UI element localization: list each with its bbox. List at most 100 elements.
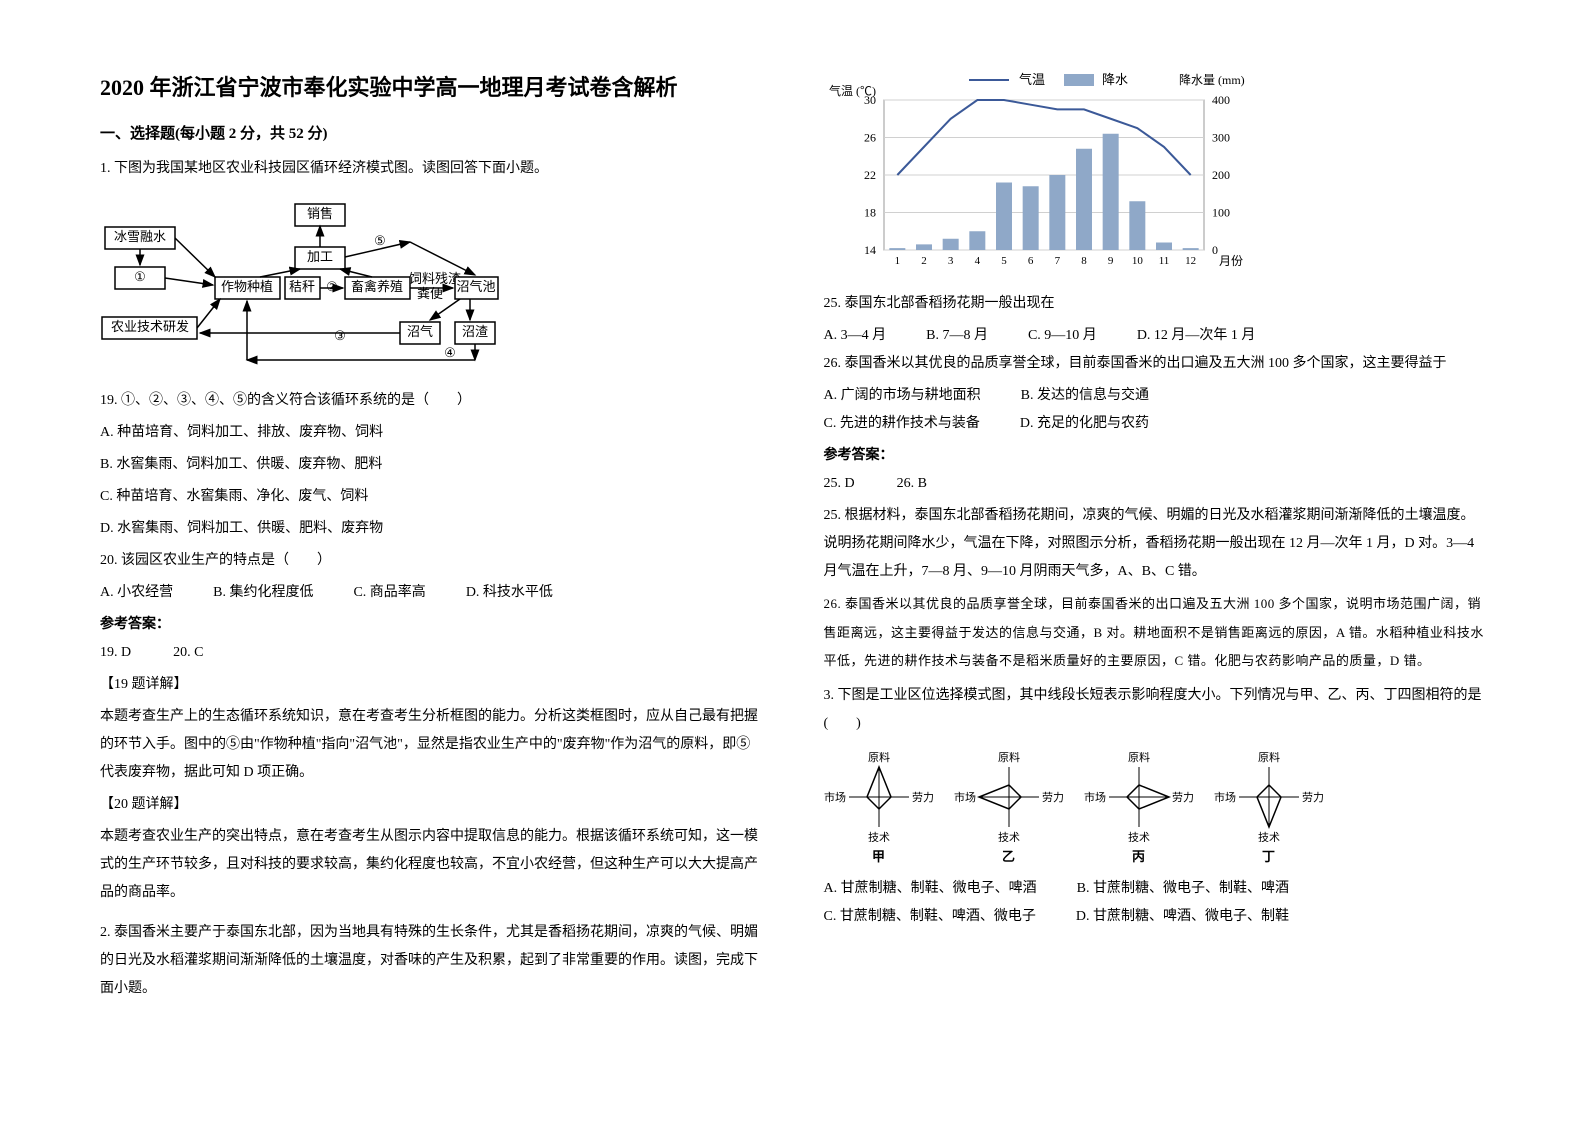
svg-text:降水量 (mm): 降水量 (mm) xyxy=(1179,73,1245,87)
q3-a: A. 甘蔗制糖、制鞋、微电子、啤酒 xyxy=(824,875,1037,903)
svg-text:月份: 月份 xyxy=(1219,254,1243,268)
svg-text:②: ② xyxy=(326,279,338,294)
q26-options-1: A. 广阔的市场与耕地面积 B. 发达的信息与交通 xyxy=(824,382,1488,410)
q25-c: C. 9—10 月 xyxy=(1028,322,1097,350)
svg-text:劳力: 劳力 xyxy=(1172,791,1194,804)
flow-diagram: 销售 ⑤ 加工 冰雪融水 ① 农业技术研发 作物种植 秸秆 ② 畜禽养殖 饲料残… xyxy=(100,202,500,372)
q19-b: B. 水窖集雨、饲料加工、供暖、废弃物、肥料 xyxy=(100,451,764,479)
q3-options-1: A. 甘蔗制糖、制鞋、微电子、啤酒 B. 甘蔗制糖、微电子、制鞋、啤酒 xyxy=(824,875,1488,903)
svg-text:100: 100 xyxy=(1212,206,1230,220)
svg-text:饲料残渣: 饲料残渣 xyxy=(409,271,461,286)
exp20-text: 本题考查农业生产的突出特点，意在考查考生从图示内容中提取信息的能力。根据该循环系… xyxy=(100,823,764,907)
svg-text:气温: 气温 xyxy=(1019,72,1045,87)
ans-label-2: 参考答案： xyxy=(824,444,1488,464)
q25-b: B. 7—8 月 xyxy=(926,322,988,350)
svg-text:秸秆: 秸秆 xyxy=(289,279,315,294)
svg-text:3: 3 xyxy=(947,255,953,267)
svg-text:12: 12 xyxy=(1185,255,1196,267)
svg-text:14: 14 xyxy=(864,243,876,257)
q3-options-2: C. 甘蔗制糖、制鞋、啤酒、微电子 D. 甘蔗制糖、啤酒、微电子、制鞋 xyxy=(824,903,1488,931)
svg-text:原料: 原料 xyxy=(1128,752,1150,764)
svg-text:③: ③ xyxy=(334,328,346,343)
svg-text:26: 26 xyxy=(864,131,876,145)
svg-text:技术: 技术 xyxy=(1128,831,1150,842)
radar-jia: 原料劳力技术市场 甲 xyxy=(824,752,934,865)
svg-text:市场: 市场 xyxy=(1084,790,1106,804)
svg-text:技术: 技术 xyxy=(1258,831,1280,842)
ans-2526: 25. D 26. B xyxy=(824,470,1488,498)
svg-text:5: 5 xyxy=(1001,255,1007,267)
svg-text:300: 300 xyxy=(1212,131,1230,145)
svg-text:400: 400 xyxy=(1212,93,1230,107)
q1-intro: 1. 下图为我国某地区农业科技园区循环经济模式图。读图回答下面小题。 xyxy=(100,155,764,183)
svg-text:市场: 市场 xyxy=(954,790,976,804)
page-title: 2020 年浙江省宁波市奉化实验中学高一地理月考试卷含解析 xyxy=(100,70,764,102)
svg-text:8: 8 xyxy=(1081,255,1087,267)
svg-text:原料: 原料 xyxy=(1258,752,1280,764)
q19-c: C. 种苗培育、水窖集雨、净化、废气、饲料 xyxy=(100,483,764,511)
left-column: 2020 年浙江省宁波市奉化实验中学高一地理月考试卷含解析 一、选择题(每小题 … xyxy=(100,70,764,1052)
section-header: 一、选择题(每小题 2 分，共 52 分) xyxy=(100,122,764,143)
svg-text:200: 200 xyxy=(1212,168,1230,182)
q20-d: D. 科技水平低 xyxy=(466,579,553,607)
svg-text:沼渣: 沼渣 xyxy=(462,324,488,339)
exp26: 26. 泰国香米以其优良的品质享誉全球，目前泰国香米的出口遍及五大洲 100 多… xyxy=(824,590,1488,676)
q26-d: D. 充足的化肥与农药 xyxy=(1020,410,1149,438)
exp19-text: 本题考查生产上的生态循环系统知识，意在考查考生分析框图的能力。分析这类框图时，应… xyxy=(100,703,764,787)
q20-options: A. 小农经营 B. 集约化程度低 C. 商品率高 D. 科技水平低 xyxy=(100,579,764,607)
q25-a: A. 3—4 月 xyxy=(824,322,887,350)
q20-a: A. 小农经营 xyxy=(100,579,173,607)
svg-text:劳力: 劳力 xyxy=(1302,791,1324,804)
q3-d: D. 甘蔗制糖、啤酒、微电子、制鞋 xyxy=(1076,903,1289,931)
q20-b: B. 集约化程度低 xyxy=(213,579,313,607)
svg-text:加工: 加工 xyxy=(307,249,333,264)
exp19-header: 【19 题详解】 xyxy=(100,671,764,699)
q3-c: C. 甘蔗制糖、制鞋、啤酒、微电子 xyxy=(824,903,1036,931)
svg-text:4: 4 xyxy=(974,255,980,267)
svg-text:冰雪融水: 冰雪融水 xyxy=(114,229,166,244)
svg-text:销售: 销售 xyxy=(307,206,333,221)
ans-1920: 19. D 20. C xyxy=(100,639,764,667)
svg-text:原料: 原料 xyxy=(868,752,890,764)
svg-text:作物种植: 作物种植 xyxy=(221,279,273,294)
svg-text:9: 9 xyxy=(1107,255,1113,267)
svg-text:农业技术研发: 农业技术研发 xyxy=(111,319,189,334)
svg-text:7: 7 xyxy=(1054,255,1060,267)
exp25: 25. 根据材料，泰国东北部香稻扬花期间，凉爽的气候、明媚的日光及水稻灌浆期间渐… xyxy=(824,502,1488,586)
svg-text:④: ④ xyxy=(444,345,456,360)
radar-yi: 原料劳力技术市场 乙 xyxy=(954,752,1064,865)
q20-c: C. 商品率高 xyxy=(353,579,425,607)
q26-a: A. 广阔的市场与耕地面积 xyxy=(824,382,981,410)
q25: 25. 泰国东北部香稻扬花期一般出现在 xyxy=(824,290,1488,318)
q3-intro: 3. 下图是工业区位选择模式图，其中线段长短表示影响程度大小。下列情况与甲、乙、… xyxy=(824,682,1488,738)
svg-text:畜禽养殖: 畜禽养殖 xyxy=(351,279,403,294)
q26-b: B. 发达的信息与交通 xyxy=(1021,382,1149,410)
svg-text:10: 10 xyxy=(1131,255,1143,267)
q19-a: A. 种苗培育、饲料加工、排放、废弃物、饲料 xyxy=(100,419,764,447)
svg-text:6: 6 xyxy=(1027,255,1033,267)
q26: 26. 泰国香米以其优良的品质享誉全球，目前泰国香米的出口遍及五大洲 100 多… xyxy=(824,350,1488,378)
svg-text:技术: 技术 xyxy=(868,831,890,842)
q3-b: B. 甘蔗制糖、微电子、制鞋、啤酒 xyxy=(1077,875,1289,903)
svg-text:30: 30 xyxy=(864,93,876,107)
svg-text:⑤: ⑤ xyxy=(374,233,386,248)
ans-label-1: 参考答案： xyxy=(100,613,764,633)
svg-text:2: 2 xyxy=(921,255,927,267)
q19: 19. ①、②、③、④、⑤的含义符合该循环系统的是（ ） xyxy=(100,387,764,415)
svg-text:市场: 市场 xyxy=(1214,790,1236,804)
q25-d: D. 12 月—次年 1 月 xyxy=(1137,322,1256,350)
right-column: 气温 降水 气温 (℃) 降水量 (mm) 141822263001002003… xyxy=(824,70,1488,1052)
svg-text:1: 1 xyxy=(894,255,900,267)
svg-text:技术: 技术 xyxy=(998,831,1020,842)
svg-text:11: 11 xyxy=(1158,255,1169,267)
q26-options-2: C. 先进的耕作技术与装备 D. 充足的化肥与农药 xyxy=(824,410,1488,438)
svg-text:沼气: 沼气 xyxy=(407,324,433,339)
radar-ding: 原料劳力技术市场 丁 xyxy=(1214,752,1324,865)
svg-text:18: 18 xyxy=(864,206,876,220)
svg-text:降水: 降水 xyxy=(1102,72,1128,87)
svg-text:劳力: 劳力 xyxy=(912,791,934,804)
svg-text:①: ① xyxy=(134,269,146,284)
q26-c: C. 先进的耕作技术与装备 xyxy=(824,410,980,438)
climate-chart: 气温 降水 气温 (℃) 降水量 (mm) 141822263001002003… xyxy=(824,70,1254,280)
svg-text:沼气池: 沼气池 xyxy=(456,279,495,294)
